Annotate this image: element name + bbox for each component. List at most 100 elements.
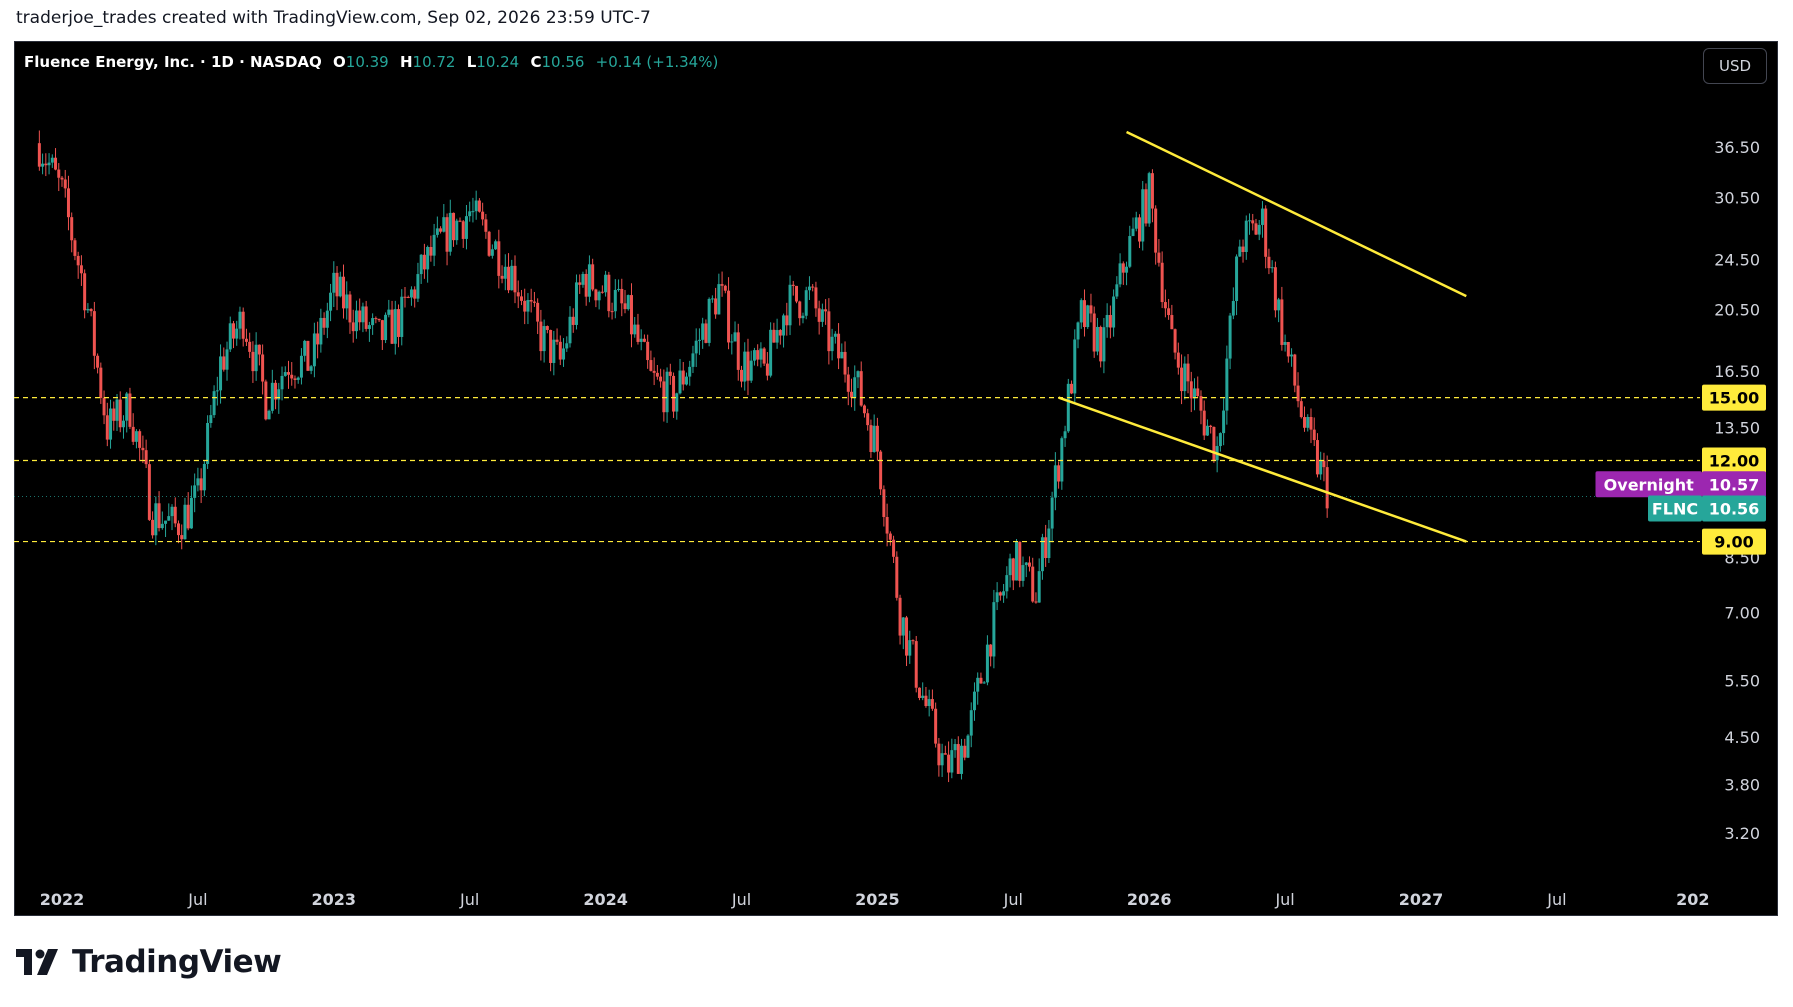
candle-body [1205,425,1209,436]
candle-body [487,231,491,256]
candle-body [264,381,268,420]
candle-body [1260,208,1264,225]
candle-body [765,363,769,376]
price-label-value: 9.00 [1714,533,1753,552]
candle-body [788,284,792,326]
candle-body [125,393,129,421]
candle-body [801,315,805,319]
candle-body [1238,246,1242,257]
candle-body [1024,562,1028,566]
candle-body [811,286,815,288]
candle-body [529,299,533,302]
price-label-box [1702,528,1766,555]
candle-body [1031,566,1035,602]
candle-body [565,343,569,349]
candle-body [57,169,61,178]
candle-body [351,322,355,332]
candle-body [879,451,883,490]
candle-body [633,324,637,335]
candle-body [202,463,206,491]
chart-panel[interactable] [14,41,1778,916]
candle-body [1086,305,1090,328]
candle-body [917,687,921,698]
candle-body [157,503,161,529]
candle-body [578,282,582,285]
horizontal-levels [14,397,1700,543]
candle-body [752,350,756,361]
y-tick-label: 4.50 [1724,728,1760,747]
x-tick-label: Jul [731,890,751,909]
candle-body [400,296,404,337]
high-value: 10.72 [412,53,456,71]
candle-body [1176,352,1180,368]
candle-body [827,311,831,352]
candle-body [455,220,459,241]
candle-body [966,735,970,758]
candle-body [458,220,462,222]
candle-body [309,366,313,371]
candle-body [241,311,245,339]
candle-body [594,289,598,301]
candle-body [934,708,938,744]
candle-body [277,389,281,400]
candle-body [380,320,384,341]
candle-body [199,478,203,491]
candle-body [429,247,433,256]
candle-body [688,366,692,377]
candle-body [1015,541,1019,581]
candle-body [953,744,957,751]
candle-body [1293,354,1297,386]
candle-body [1060,438,1064,482]
candle-body [1027,562,1031,567]
candle-body [888,533,892,540]
candle-body [882,489,886,517]
candle-body [655,372,659,377]
candle-body [413,289,417,299]
candle-body [536,302,540,322]
currency-button[interactable]: USD [1703,48,1767,84]
candle-body [468,211,472,217]
candle-body [791,284,795,286]
candle-body [989,644,993,657]
candle-body [1286,342,1290,357]
candle-body [833,333,837,337]
candle-body [604,274,608,293]
candle-body [749,360,753,381]
candle-body [701,323,705,340]
candle-body [306,340,310,371]
candle-body [83,273,87,311]
tradingview-logo[interactable]: TradingView [16,944,282,980]
candle-body [1277,299,1281,311]
price-label-box [1702,495,1766,522]
open-value: 10.39 [345,53,389,71]
candle-body [1283,342,1287,345]
candle-body [510,265,514,291]
candle-body [170,506,174,517]
candle-body [248,341,252,352]
candle-body [439,228,443,232]
candle-body [283,372,287,376]
candle-body [403,296,407,298]
candle-body [976,677,980,692]
candle-body [1137,217,1141,242]
candle-body [494,241,498,250]
candle-body [1196,388,1200,397]
candle-body [723,285,727,291]
price-labels: 15.00 12.00 10.57 Overnight 10.56 FLNC 9.00 [1595,384,1766,555]
candle-body [859,371,863,406]
candle-body [1079,300,1083,323]
candle-body [222,356,226,370]
candle-body [853,377,857,398]
candle-body [992,602,996,657]
candle-body [1018,541,1022,581]
price-label-value: 12.00 [1709,452,1760,471]
close-value: 10.56 [541,53,585,71]
candle-body [345,294,349,309]
candle-body [678,370,682,394]
tradingview-brand-text: TradingView [72,944,282,980]
candle-body [361,306,365,323]
candle-body [684,376,688,385]
candle-body [384,314,388,341]
candle-body [607,274,611,312]
